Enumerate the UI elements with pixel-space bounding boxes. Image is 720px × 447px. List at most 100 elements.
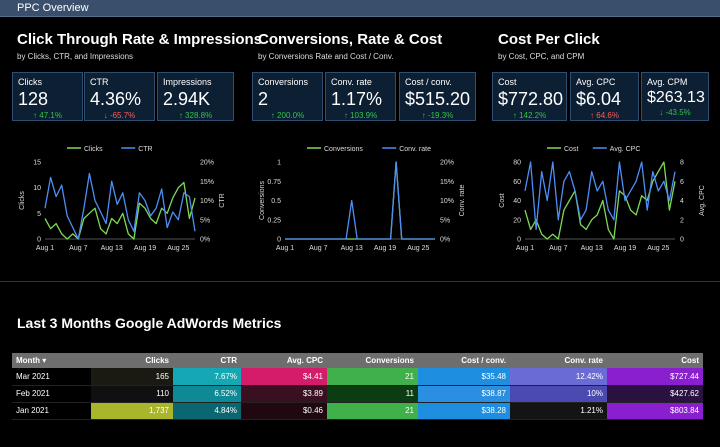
section-title: Cost Per Click xyxy=(498,31,600,48)
scorecard-avg-cpm[interactable]: Avg. CPM $263.13 ↓ -43.5% xyxy=(641,72,709,121)
scorecard-cost-per-conv[interactable]: Cost / conv. $515.20 ↑ -19.3% xyxy=(399,72,476,121)
x-tick-label: Aug 1 xyxy=(516,245,534,252)
y-tick-label: 40 xyxy=(513,198,521,205)
table-row[interactable]: Mar 2021 165 7.67% $4.41 21 $35.48 12.42% $727.… xyxy=(12,368,703,386)
scorecard-change: ↑ -19.3% xyxy=(421,111,454,120)
chart-cost-cpc[interactable]: Cost Avg. CPC 0 20 40 60 80 0 2 4 6 8 Cost Avg. CPC Au… xyxy=(492,140,717,270)
table-row[interactable]: Jan 2021 1,737 4.84% $0.46 21 $38.28 1.21% $803… xyxy=(12,402,703,420)
column-header-conv-rate[interactable]: Conv. rate xyxy=(510,353,607,368)
table-cell: $427.62 xyxy=(607,385,703,403)
scorecard-label: Cost xyxy=(498,77,517,87)
y-axis-title: Clicks xyxy=(19,191,26,210)
chart-conversions[interactable]: Conversions Conv. rate 0 0.25 0.5 0.75 1 0% 5% 10… xyxy=(252,140,477,270)
scorecard-change: ↑ 64.6% xyxy=(590,111,619,120)
y-tick-label: 10 xyxy=(33,185,41,192)
scorecard-label: Impressions xyxy=(163,77,212,87)
scorecard-change: ↑ 142.2% xyxy=(512,111,547,120)
x-tick-label: Aug 13 xyxy=(101,245,123,252)
table-cell: $0.46 xyxy=(241,402,327,420)
chart-svg: Clicks CTR 0 5 10 15 0% 5% 10% 15% 20% Clicks CTR Aug… xyxy=(19,146,226,252)
scorecard-ctr[interactable]: CTR 4.36% ↓ -65.7% xyxy=(84,72,155,121)
scorecard-label: CTR xyxy=(90,77,109,87)
scorecard-impressions[interactable]: Impressions 2.94K ↑ 328.8% xyxy=(157,72,234,121)
scorecard-avg-cpc[interactable]: Avg. CPC $6.04 ↑ 64.6% xyxy=(570,72,639,121)
column-header-cost-per-conv[interactable]: Cost / conv. xyxy=(418,353,510,368)
legend-label: Avg. CPC xyxy=(610,146,641,153)
scorecard-label: Conversions xyxy=(258,77,309,87)
scorecard-conversions[interactable]: Conversions 2 ↑ 200.0% xyxy=(252,72,323,121)
y2-axis-title: Conv. rate xyxy=(459,185,466,217)
column-header-avg-cpc[interactable]: Avg. CPC xyxy=(241,353,327,368)
table-cell: $38.87 xyxy=(418,385,510,403)
y2-tick-label: 6 xyxy=(680,179,684,186)
scorecard-clicks[interactable]: Clicks 128 ↑ 47.1% xyxy=(12,72,83,121)
scorecard-change: ↓ -43.5% xyxy=(659,108,691,117)
x-tick-label: Aug 25 xyxy=(167,245,189,252)
y-tick-label: 15 xyxy=(33,160,41,167)
y2-tick-label: 5% xyxy=(440,217,450,224)
table-cell: 110 xyxy=(91,385,173,403)
legend-label: Conversions xyxy=(324,146,363,153)
y-tick-label: 20 xyxy=(513,217,521,224)
chart-clicks-ctr[interactable]: Clicks CTR 0 5 10 15 0% 5% 10% 15% 20% Clicks CTR Aug… xyxy=(12,140,237,270)
page-title: PPC Overview xyxy=(17,2,89,14)
scorecard-value: $772.80 xyxy=(498,89,564,109)
table-row[interactable]: Feb 2021 110 6.52% $3.89 11 $38.87 10% $427.62 xyxy=(12,385,703,403)
y2-axis-title: Avg. CPC xyxy=(699,185,706,216)
y2-tick-label: 15% xyxy=(200,179,214,186)
x-tick-label: Aug 7 xyxy=(69,245,87,252)
scorecard-label: Avg. CPC xyxy=(576,77,616,87)
table-cell: $38.28 xyxy=(418,402,510,420)
y-tick-label: 0.5 xyxy=(271,198,281,205)
table-cell: 1.21% xyxy=(510,402,607,420)
section-cpc: Cost Per Click by Cost, CPC, and CPM xyxy=(498,31,600,61)
section-divider xyxy=(0,281,720,282)
column-header-month[interactable]: Month ▾ xyxy=(12,353,91,368)
section-ctr: Click Through Rate & Impressions by Clic… xyxy=(17,31,262,61)
table-cell: 21 xyxy=(327,368,418,386)
table-cell: $727.44 xyxy=(607,368,703,386)
scorecard-value: $515.20 xyxy=(405,89,471,109)
y-tick-label: 80 xyxy=(513,160,521,167)
table-header-row: Month ▾ Clicks CTR Avg. CPC Conversions … xyxy=(12,353,703,368)
column-header-clicks[interactable]: Clicks xyxy=(91,353,173,368)
column-header-ctr[interactable]: CTR xyxy=(173,353,241,368)
legend-label: Cost xyxy=(564,146,578,153)
scorecard-cost[interactable]: Cost $772.80 ↑ 142.2% xyxy=(492,72,567,121)
y2-tick-label: 4 xyxy=(680,198,684,205)
column-header-cost[interactable]: Cost xyxy=(607,353,703,368)
scorecard-value: 2.94K xyxy=(163,89,211,109)
legend-label: Clicks xyxy=(84,146,103,153)
x-tick-label: Aug 7 xyxy=(309,245,327,252)
table-title: Last 3 Months Google AdWords Metrics xyxy=(17,315,282,331)
scorecard-label: Conv. rate xyxy=(331,77,372,87)
column-header-conversions[interactable]: Conversions xyxy=(327,353,418,368)
x-tick-label: Aug 25 xyxy=(407,245,429,252)
scorecard-conv-rate[interactable]: Conv. rate 1.17% ↑ 103.9% xyxy=(325,72,396,121)
y2-tick-label: 0 xyxy=(680,237,684,244)
scorecard-change: ↑ 328.8% xyxy=(178,111,213,120)
table-cell: 165 xyxy=(91,368,173,386)
x-tick-label: Aug 1 xyxy=(276,245,294,252)
scorecard-value: $6.04 xyxy=(576,89,622,109)
section-title: Click Through Rate & Impressions xyxy=(17,31,263,48)
table-cell: 10% xyxy=(510,385,607,403)
y2-tick-label: 2 xyxy=(680,217,684,224)
scorecard-change: ↑ 200.0% xyxy=(270,111,305,120)
y-tick-label: 5 xyxy=(37,211,41,218)
y2-tick-label: 10% xyxy=(200,198,214,205)
y2-tick-label: 0% xyxy=(440,237,450,244)
table-cell: $3.89 xyxy=(241,385,327,403)
scorecard-label: Cost / conv. xyxy=(405,77,452,87)
y-tick-label: 1 xyxy=(277,160,281,167)
y2-tick-label: 8 xyxy=(680,160,684,167)
x-tick-label: Aug 25 xyxy=(647,245,669,252)
scorecard-change: ↑ 47.1% xyxy=(33,111,62,120)
x-tick-label: Aug 19 xyxy=(374,245,396,252)
table-cell: 11 xyxy=(327,385,418,403)
table-cell: Mar 2021 xyxy=(12,368,91,386)
series-line xyxy=(44,172,196,240)
scorecard-value: 2 xyxy=(258,89,269,109)
y-tick-label: 0 xyxy=(37,237,41,244)
x-tick-label: Aug 13 xyxy=(341,245,363,252)
